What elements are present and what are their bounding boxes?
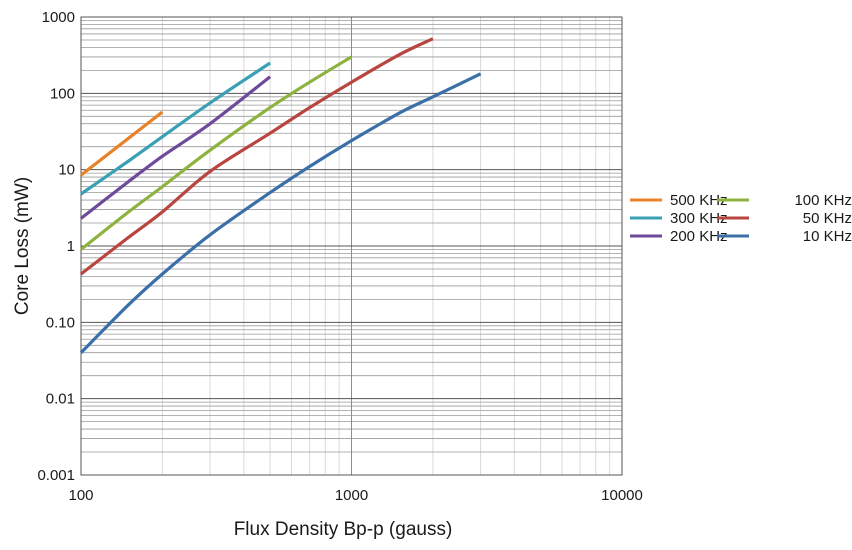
x-tick-label: 1000 — [335, 487, 368, 504]
legend-label-50-khz: 50 KHz — [803, 210, 852, 227]
y-tick-label: 100 — [50, 85, 75, 102]
x-axis-title: Flux Density Bp-p (gauss) — [234, 519, 453, 540]
tick-labels: 0.001 0.01 0.10 1 10 100 1000 100 1000 10000 — [37, 9, 642, 504]
y-tick-label: 10 — [58, 162, 75, 179]
series-line-200-khz — [80, 75, 272, 220]
y-tick-label: 1 — [67, 238, 75, 255]
series-line-50-khz — [80, 37, 434, 276]
y-tick-label: 0.01 — [46, 391, 75, 408]
y-tick-label: 0.001 — [37, 467, 75, 484]
series-layer — [79, 37, 482, 354]
legend-label-10-khz: 10 KHz — [803, 228, 852, 245]
legend-label-500-khz: 500 KHz — [670, 192, 728, 209]
x-tick-label: 10000 — [601, 487, 643, 504]
series-line-10-khz — [79, 72, 482, 354]
legend-label-300-khz: 300 KHz — [670, 210, 728, 227]
legend-label-200-khz: 200 KHz — [670, 228, 728, 245]
series-line-500-khz — [80, 110, 164, 177]
x-tick-label: 100 — [68, 487, 93, 504]
series-line-300-khz — [80, 61, 271, 196]
y-tick-label: 0.10 — [46, 314, 75, 331]
y-tick-label: 1000 — [42, 9, 75, 26]
plot-area-border — [80, 16, 623, 476]
grid — [80, 16, 623, 476]
y-axis-title: Core Loss (mW) — [12, 177, 33, 315]
legend-label-100-khz: 100 KHz — [794, 192, 852, 209]
series-line-100-khz — [80, 55, 353, 251]
